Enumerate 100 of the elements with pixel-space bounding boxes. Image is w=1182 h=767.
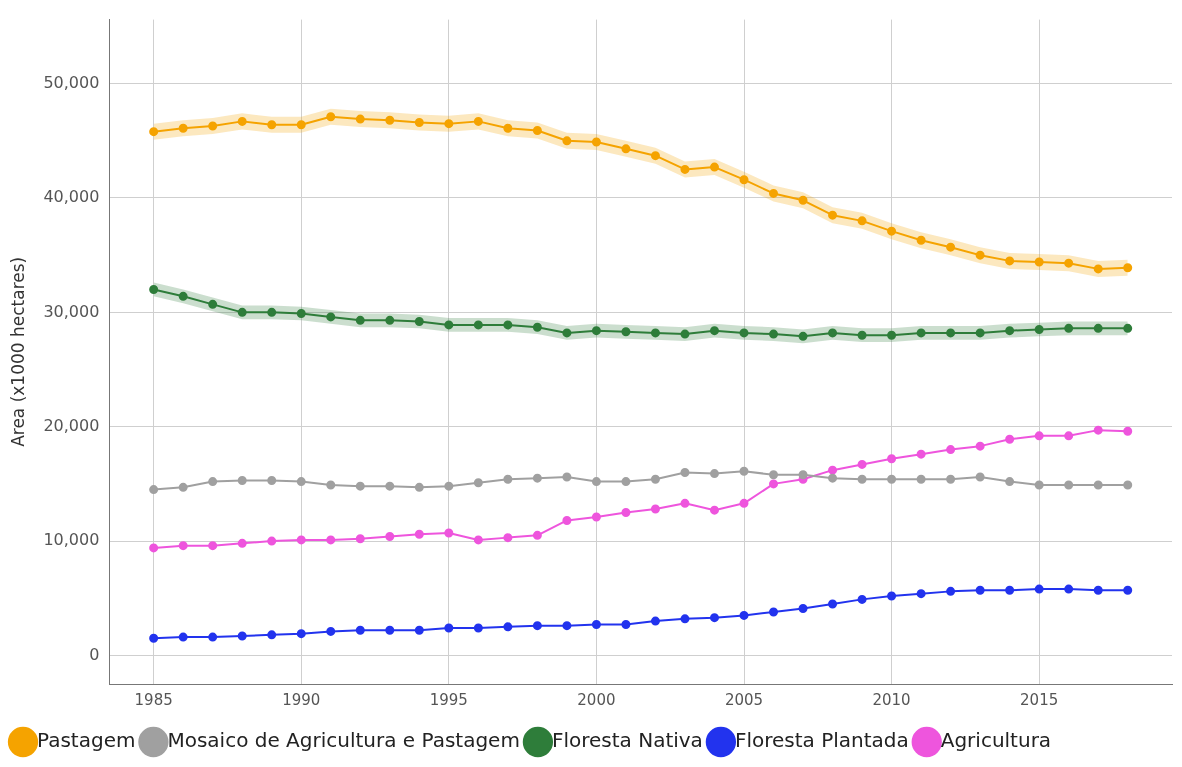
point xyxy=(946,474,956,484)
point xyxy=(414,482,424,492)
point xyxy=(975,441,985,451)
point xyxy=(296,120,306,130)
point xyxy=(1005,256,1015,266)
point xyxy=(650,151,660,161)
point xyxy=(1034,480,1044,490)
point xyxy=(975,585,985,595)
point xyxy=(1093,425,1103,435)
point xyxy=(267,536,277,546)
point xyxy=(444,481,454,491)
point xyxy=(916,328,926,338)
point xyxy=(532,530,542,540)
point xyxy=(208,121,218,131)
point xyxy=(916,449,926,459)
point xyxy=(473,535,483,545)
point xyxy=(562,136,572,146)
point xyxy=(385,315,395,325)
point xyxy=(532,473,542,483)
point xyxy=(1093,323,1103,333)
point xyxy=(680,614,690,624)
point xyxy=(621,507,631,517)
point xyxy=(237,538,247,548)
point xyxy=(444,528,454,538)
y-tick-label: 20,000 xyxy=(43,415,100,435)
legend-label: Agricultura xyxy=(940,728,1052,753)
point xyxy=(887,591,897,601)
point xyxy=(798,470,808,480)
point xyxy=(1123,480,1133,490)
point xyxy=(739,610,749,620)
point xyxy=(621,620,631,630)
point xyxy=(591,477,601,487)
point xyxy=(1093,585,1103,595)
point xyxy=(591,137,601,147)
point xyxy=(946,445,956,455)
point xyxy=(503,622,513,632)
point xyxy=(1005,434,1015,444)
point xyxy=(178,541,188,551)
y-tick-label: 40,000 xyxy=(43,187,100,207)
point xyxy=(709,162,719,172)
point xyxy=(444,119,454,129)
point xyxy=(208,632,218,642)
point xyxy=(178,291,188,301)
point xyxy=(857,459,867,469)
point xyxy=(326,626,336,636)
x-tick-label: 1985 xyxy=(134,690,173,709)
point xyxy=(326,312,336,322)
point xyxy=(267,630,277,640)
point xyxy=(709,613,719,623)
point xyxy=(828,599,838,609)
point xyxy=(1005,585,1015,595)
point xyxy=(857,594,867,604)
point xyxy=(916,474,926,484)
point xyxy=(414,118,424,128)
point xyxy=(149,485,159,495)
point xyxy=(769,188,779,198)
point xyxy=(237,307,247,317)
point xyxy=(414,529,424,539)
point xyxy=(828,465,838,475)
x-tick-label: 2015 xyxy=(1020,690,1059,709)
point xyxy=(562,472,572,482)
point xyxy=(178,632,188,642)
point xyxy=(769,470,779,480)
point xyxy=(355,625,365,635)
point xyxy=(1123,585,1133,595)
point xyxy=(887,226,897,236)
point xyxy=(1034,325,1044,334)
point xyxy=(208,299,218,309)
y-tick-label: 0 xyxy=(89,644,100,664)
point xyxy=(1093,480,1103,490)
point xyxy=(149,127,159,137)
point xyxy=(1064,584,1074,594)
point xyxy=(296,629,306,639)
x-tick-label: 2005 xyxy=(724,690,764,709)
legend-label: Pastagem xyxy=(37,728,136,753)
point xyxy=(650,328,660,338)
point xyxy=(591,512,601,522)
point xyxy=(887,330,897,340)
point xyxy=(680,467,690,477)
point xyxy=(1034,257,1044,267)
point xyxy=(857,474,867,484)
point xyxy=(828,210,838,220)
point xyxy=(1034,431,1044,441)
point xyxy=(916,235,926,245)
point xyxy=(208,477,218,487)
point xyxy=(208,541,218,551)
point xyxy=(857,330,867,340)
point xyxy=(473,478,483,488)
point xyxy=(473,320,483,330)
point xyxy=(828,473,838,483)
point xyxy=(532,621,542,631)
point xyxy=(798,604,808,614)
point xyxy=(385,531,395,541)
point xyxy=(769,607,779,617)
point xyxy=(1005,477,1015,487)
point xyxy=(355,315,365,325)
point xyxy=(1123,263,1133,273)
legend-label: Floresta Plantada xyxy=(734,728,909,753)
point xyxy=(680,329,690,339)
point xyxy=(1064,431,1074,441)
